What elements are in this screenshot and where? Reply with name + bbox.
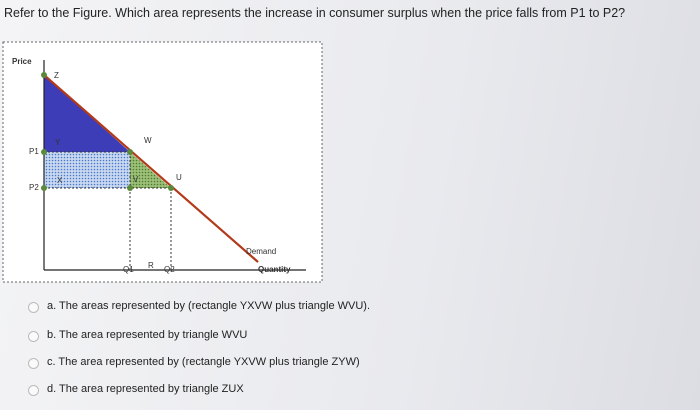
radio[interactable]: [28, 331, 39, 342]
quantity-label: Q2: [164, 265, 175, 274]
quantity-label: Q1: [123, 265, 134, 274]
x-axis-label: Quantity: [258, 265, 291, 274]
point: [168, 185, 174, 191]
point: [127, 185, 133, 191]
point-label: Z: [54, 71, 59, 80]
triangle-wvu: [130, 152, 171, 188]
radio[interactable]: [28, 302, 39, 313]
point: [41, 185, 47, 191]
demand-curve: [43, 74, 259, 263]
rectangle-yxvw: [44, 152, 130, 188]
radio[interactable]: [28, 385, 39, 396]
y-axis-label: Price: [12, 57, 32, 66]
point-label: V: [133, 175, 139, 184]
point-label: R: [148, 261, 154, 270]
point: [41, 149, 47, 155]
option[interactable]: c. The area represented by (rectangle YX…: [47, 356, 360, 368]
option[interactable]: a. The areas represented by (rectangle Y…: [47, 300, 371, 312]
curve-label: Demand: [246, 247, 276, 256]
point-label: Y: [55, 138, 61, 147]
option[interactable]: b. The area represented by triangle WVU: [47, 329, 248, 341]
price-label: P1: [29, 147, 39, 156]
point-label: X: [57, 176, 63, 185]
point: [41, 72, 47, 78]
radio[interactable]: [28, 358, 39, 369]
price-label: P2: [29, 183, 39, 192]
option[interactable]: d. The area represented by triangle ZUX: [47, 383, 244, 395]
point: [127, 149, 133, 155]
point-label: U: [176, 173, 182, 182]
question: Refer to the Figure. Which area represen…: [4, 6, 626, 20]
point-label: W: [144, 136, 152, 145]
